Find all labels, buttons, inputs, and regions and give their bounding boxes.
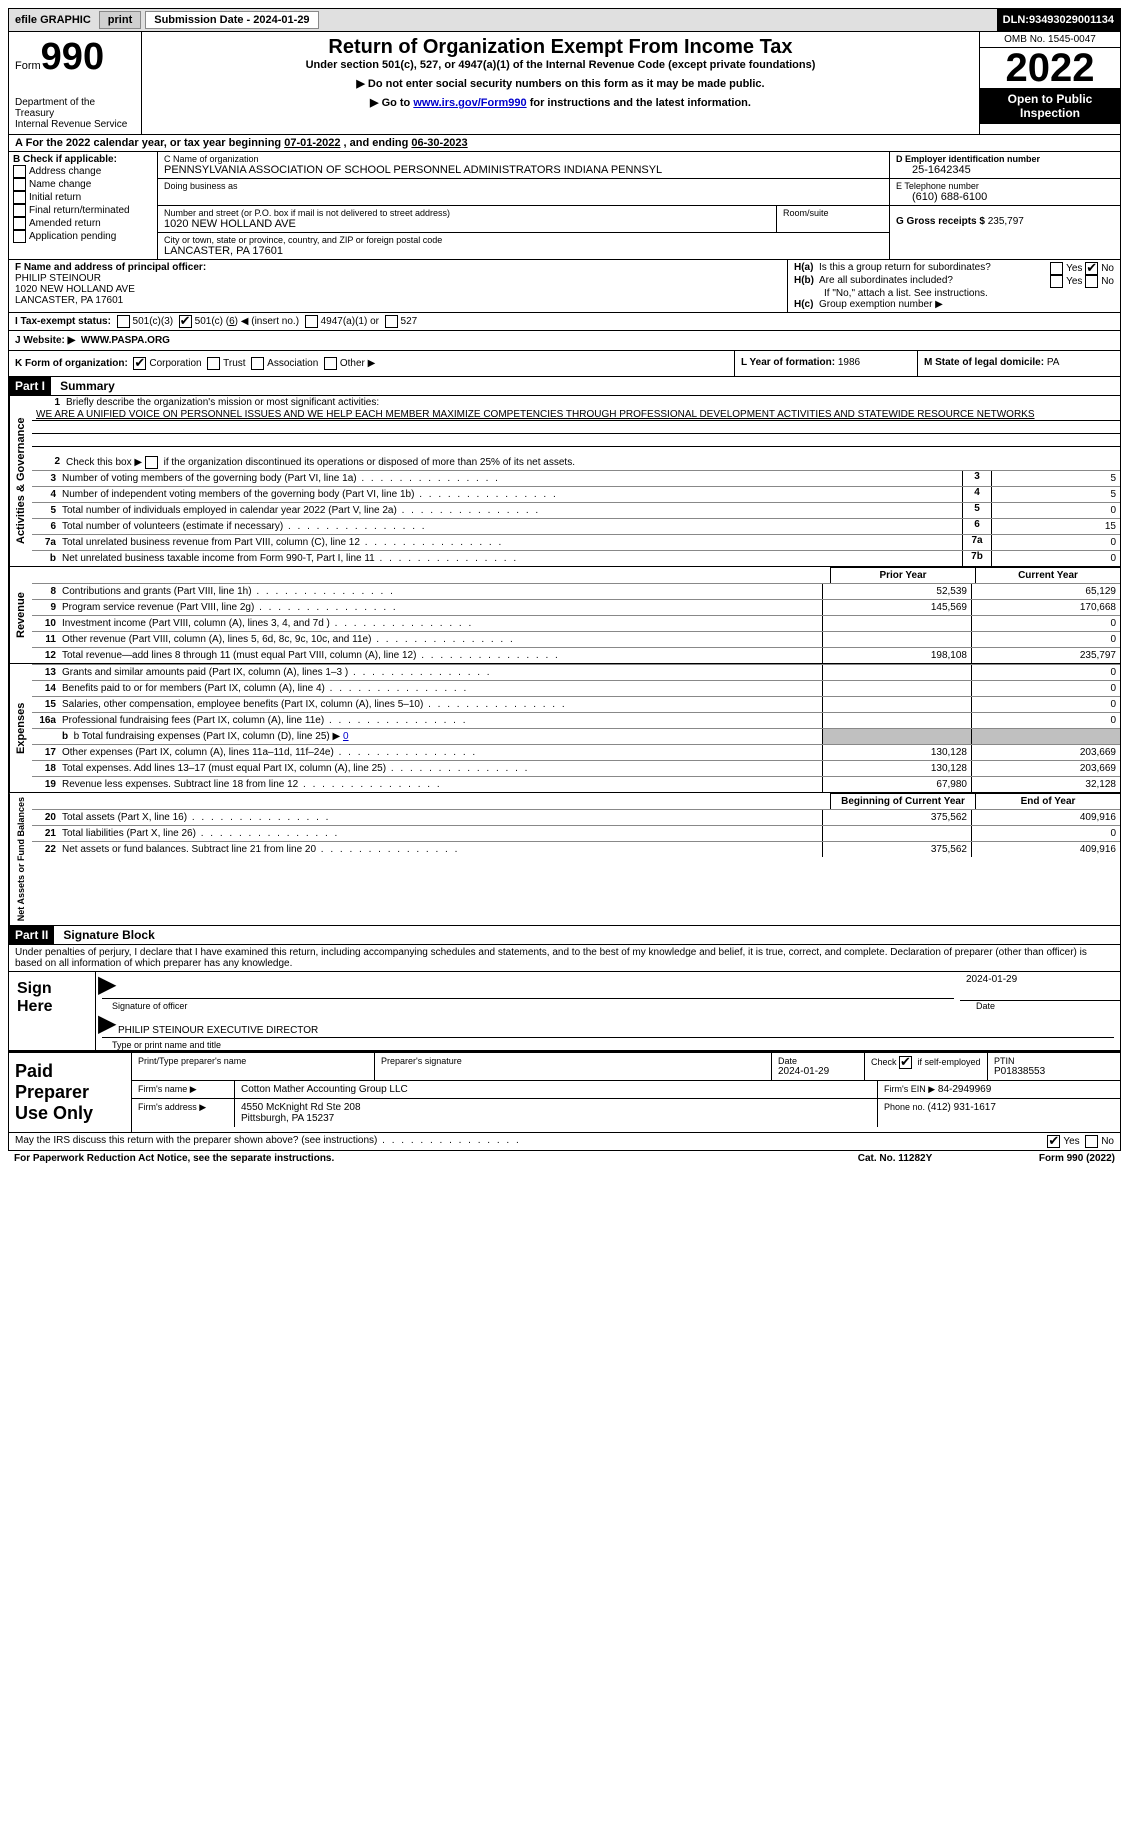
part1-header: Part I [9,377,51,395]
officer-block: F Name and address of principal officer:… [8,260,1121,313]
dba-label: Doing business as [164,181,883,191]
expenses-section: Expenses 13Grants and similar amounts pa… [8,664,1121,793]
discuss-no-checkbox[interactable] [1085,1135,1098,1148]
addr-change-checkbox[interactable] [13,165,26,178]
hb-no-checkbox[interactable] [1085,275,1098,288]
vlab-rev: Revenue [9,567,32,663]
gross-receipts: 235,797 [988,216,1024,227]
vlab-net: Net Assets or Fund Balances [9,793,32,925]
vlab-gov: Activities & Governance [9,396,32,566]
app-pending-checkbox[interactable] [13,230,26,243]
c-name-label: C Name of organization [164,154,883,164]
ptin: P01838553 [994,1066,1045,1077]
signature-block: Under penalties of perjury, I declare th… [8,945,1121,1051]
firm-name: Cotton Mather Accounting Group LLC [235,1081,878,1098]
part2-header: Part II [9,926,54,944]
discuss-text: May the IRS discuss this return with the… [15,1135,1047,1148]
officer-name: PHILIP STEINOUR [15,273,781,284]
vlab-exp: Expenses [9,664,32,792]
top-bar: efile GRAPHIC print Submission Date - 20… [8,8,1121,32]
mission-text: WE ARE A UNIFIED VOICE ON PERSONNEL ISSU… [32,409,1120,420]
state-domicile: PA [1047,357,1060,368]
part1-title: Summary [54,377,121,395]
inspection-notice: Open to Public Inspection [980,88,1120,124]
part2-title: Signature Block [57,926,160,944]
501c3-checkbox[interactable] [117,315,130,328]
assoc-checkbox[interactable] [251,357,264,370]
initial-return-checkbox[interactable] [13,191,26,204]
tax-exempt-row: I Tax-exempt status: 501(c)(3) 501(c) ( … [8,313,1121,331]
revenue-section: Revenue Prior Year Current Year 8Contrib… [8,567,1121,664]
footer: For Paperwork Reduction Act Notice, see … [8,1151,1121,1166]
discuss-yes-checkbox[interactable] [1047,1135,1060,1148]
street-address: 1020 NEW HOLLAND AVE [164,218,770,230]
year-formation: 1986 [838,357,860,368]
form-title: Return of Organization Exempt From Incom… [148,36,973,59]
hb-yes-checkbox[interactable] [1050,275,1063,288]
subtitle-1: Under section 501(c), 527, or 4947(a)(1)… [148,59,973,71]
activities-governance: Activities & Governance 1 Briefly descri… [8,396,1121,567]
amended-checkbox[interactable] [13,217,26,230]
netassets-section: Net Assets or Fund Balances Beginning of… [8,793,1121,926]
website-row: J Website: ▶ WWW.PASPA.ORG [8,331,1121,351]
form-header: Form990 Department of the Treasury Inter… [8,32,1121,135]
sig-date: 2024-01-29 [960,972,1120,1001]
line-a: A For the 2022 calendar year, or tax yea… [8,135,1121,152]
phone: (610) 688-6100 [896,191,1114,203]
firm-ein: 84-2949969 [938,1084,991,1095]
final-return-checkbox[interactable] [13,204,26,217]
form-org-row: K Form of organization: Corporation Trus… [8,351,1121,377]
print-button[interactable]: print [99,11,141,29]
department: Department of the Treasury Internal Reve… [15,97,135,130]
subtitle-2: ▶ Do not enter social security numbers o… [148,77,973,90]
501c-checkbox[interactable] [179,315,192,328]
sign-here-label: Sign Here [9,972,96,1050]
discontinued-checkbox[interactable] [145,456,158,469]
perjury-text: Under penalties of perjury, I declare th… [9,945,1120,971]
irs-link[interactable]: www.irs.gov/Form990 [413,97,526,109]
submission-date: Submission Date - 2024-01-29 [145,11,318,29]
preparer-label: Paid Preparer Use Only [9,1053,132,1132]
4947-checkbox[interactable] [305,315,318,328]
self-employed-checkbox[interactable] [899,1056,912,1069]
officer-name-title: PHILIP STEINOUR EXECUTIVE DIRECTOR [118,1025,318,1036]
paid-preparer: Paid Preparer Use Only Print/Type prepar… [8,1051,1121,1133]
ha-yes-checkbox[interactable] [1050,262,1063,275]
dln: DLN: 93493029001134 [997,9,1120,31]
527-checkbox[interactable] [385,315,398,328]
entity-block: B Check if applicable: Address change Na… [8,152,1121,260]
ha-no-checkbox[interactable] [1085,262,1098,275]
firm-phone: (412) 931-1617 [928,1102,996,1113]
subtitle-3: ▶ Go to www.irs.gov/Form990 for instruct… [148,96,973,109]
name-change-checkbox[interactable] [13,178,26,191]
efile-label: efile GRAPHIC [9,14,97,26]
website-url: WWW.PASPA.ORG [81,335,170,346]
city-state-zip: LANCASTER, PA 17601 [164,245,883,257]
ein: 25-1642345 [896,164,1114,176]
check-applicable: B Check if applicable: Address change Na… [9,152,158,259]
form-number: Form990 [15,36,135,79]
corp-checkbox[interactable] [133,357,146,370]
trust-checkbox[interactable] [207,357,220,370]
tax-year: 2022 [980,48,1120,88]
org-name: PENNSYLVANIA ASSOCIATION OF SCHOOL PERSO… [164,164,883,176]
other-checkbox[interactable] [324,357,337,370]
